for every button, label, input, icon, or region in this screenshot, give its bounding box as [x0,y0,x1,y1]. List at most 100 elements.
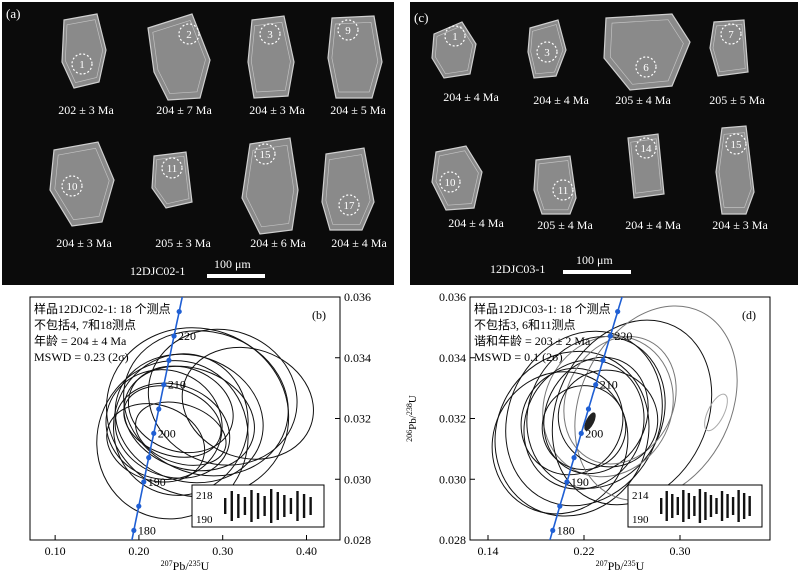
plot-frame [29,296,341,541]
age-bar [682,490,685,522]
analysis-spot [338,194,360,216]
concordia-point [166,357,172,363]
concordia-age-label: 210 [168,378,186,392]
scale-bar-c [563,270,631,274]
age-label: 205 ± 4 Ma [537,218,593,232]
zircon-grain: 1 [431,21,477,79]
grain-zoning [718,132,752,208]
zircon-grain: 10 [49,141,115,227]
grain-zoning [325,154,371,225]
analysis-spot [444,25,466,47]
age-bar [731,497,735,515]
grain-zoning [54,147,110,221]
analysis-spot [720,23,742,45]
y-tick-label: 0.032 [344,412,371,426]
age-bar [748,496,751,516]
x-tick-label: 0.10 [45,544,66,558]
annotation-line: 谐和年龄 = 203 ± 2 Ma [474,334,591,348]
age-label: 204 ± 6 Ma [250,236,306,250]
error-ellipse [123,385,222,458]
grain-outline [715,125,755,215]
spot-number: 15 [731,139,743,151]
concordia-plot: 0.14 0.22 0.30 0.028 0.030 0.032 0.034 0.036 207… [405,290,771,574]
spot-number: 10 [445,177,457,189]
error-ellipse [563,336,677,465]
zircon-grain: 3 [247,15,295,99]
panel-label-a: (a) [6,6,21,21]
plot-frame [469,296,771,541]
analysis-spot [254,143,276,165]
error-ellipse [105,369,223,480]
concordia-point [550,527,556,534]
zircon-grain: 7 [709,19,749,77]
error-ellipse [113,353,249,496]
concordia-point [161,382,167,388]
error-ellipse [520,367,624,476]
age-label: 204 ± 4 Ma [443,90,499,104]
annotation-line: MSWD = 0.1 (2σ) [474,350,563,364]
analysis-spot [725,133,747,155]
age-bar [665,491,668,521]
error-ellipse [523,359,645,490]
grain-zoning [331,21,379,93]
zircon-grain: 6 [603,13,691,91]
age-bar [237,494,240,518]
age-label: 205 ± 3 Ma [155,236,211,250]
concordia-point [615,308,621,315]
error-ellipse [505,330,663,507]
age-bar [230,491,233,521]
x-tick-label: 0.30 [212,544,233,558]
grain-zoning [630,138,662,194]
x-tick-label: 0.22 [574,544,595,558]
analysis-spot [552,179,574,201]
ellipse-group: 180 190 200 210 220 [96,297,314,557]
age-bar [309,497,312,515]
concordia-age-label: 220 [178,329,196,343]
concordia-age-label: 200 [585,426,603,440]
annotation-line: MSWD = 0.23 (2σ) [34,350,129,364]
error-ellipse [543,356,649,475]
concordia-age-label: 190 [571,475,589,489]
grain-outline [527,19,567,79]
analysis-spot [635,137,657,159]
concordia-age-label: 180 [138,523,156,537]
x-axis-label: 207Pb/235U [596,559,645,574]
scale-text-a: 100 μm [214,257,251,271]
age-bar [250,490,253,522]
annotation-line: 样品12DJC02-1: 18 个测点 [34,301,171,316]
spot-number: 1 [79,59,85,71]
error-ellipse [114,353,264,484]
spot-number: 17 [344,200,356,212]
concordia-point [126,552,131,557]
analysis-spot [635,56,657,78]
error-ellipse [123,365,255,472]
concordia-point [557,503,563,509]
concordia-point [141,479,147,485]
concordia-curve [131,297,184,540]
age-inset: 214 190 [627,484,763,528]
grain-zoning [530,24,564,75]
y-tick-label: 0.034 [344,351,371,365]
panel-label-c: (c) [414,10,429,25]
age-label: 205 ± 4 Ma [615,93,671,107]
scale-text-c: 100 μm [576,253,613,267]
grain-zoning [712,23,746,73]
y-tick-label: 0.034 [439,351,466,365]
age-bar [296,491,299,521]
y-tick-label: 0.036 [344,290,371,304]
age-bar [676,497,679,515]
error-ellipse [114,382,231,479]
age-label: 204 ± 3 Ma [56,236,112,250]
grain-zoning [154,155,190,205]
spot-number: 7 [728,29,734,41]
age-inset: 218 190 [191,484,325,528]
ellipse-group: 180 190 200 210 220 [491,297,738,540]
spot-number: 1 [452,31,458,43]
age-bar [283,495,286,517]
spot-number: 9 [345,25,351,37]
zircon-grain: 14 [627,133,665,199]
concordia-point [136,503,142,509]
error-ellipse [551,319,713,506]
x-tick-label: 0.20 [128,544,149,558]
concordia-age-label: 210 [600,378,618,392]
